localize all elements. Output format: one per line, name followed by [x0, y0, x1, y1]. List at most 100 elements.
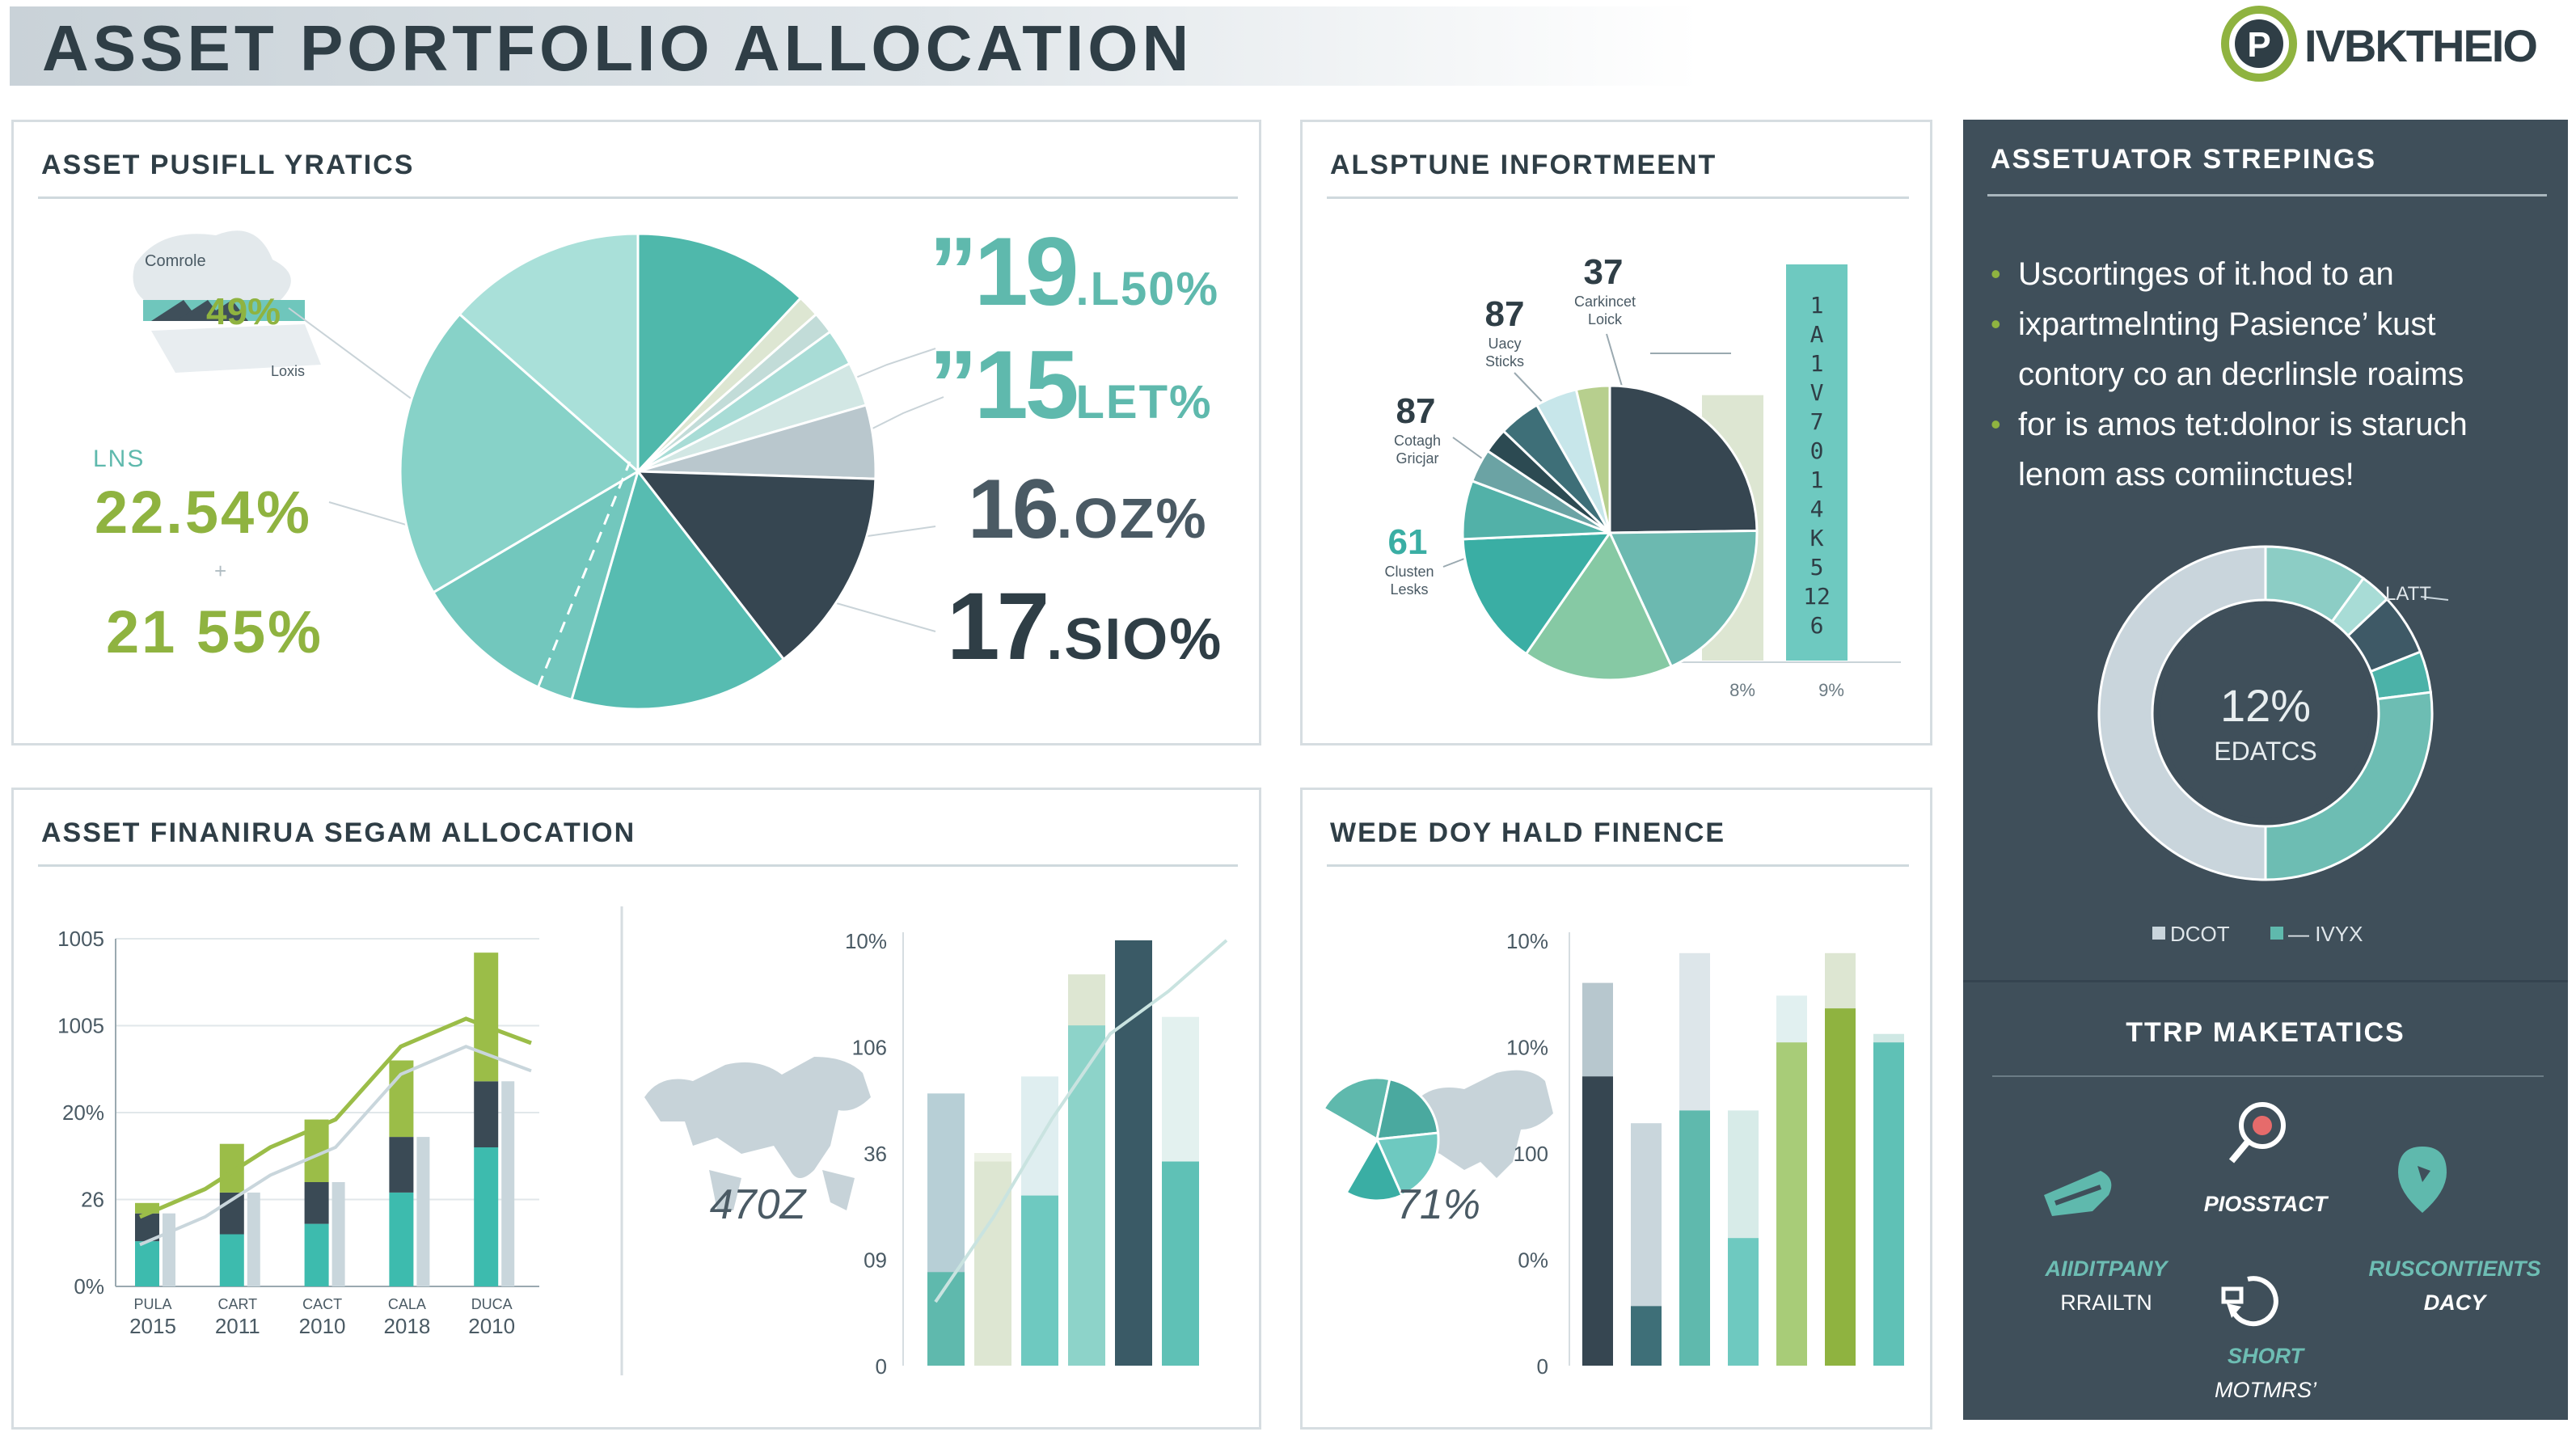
tactic-label: SHORT	[2227, 1344, 2304, 1368]
tactic-sublabel: DACY	[2423, 1290, 2486, 1315]
info-label-text: Loick	[1588, 311, 1623, 327]
finance-bar-chart: 10% 10% 100 0% 0	[1506, 929, 1904, 1379]
big-value-3: 16.OZ%	[968, 462, 1208, 558]
tactic-item[interactable]: PIOSSTACT	[2193, 1187, 2338, 1221]
bullet-item: Uscortinges of it.hod to an	[1991, 249, 2549, 299]
vertical-char: A	[1810, 321, 1824, 348]
vertical-char: V	[1810, 379, 1824, 406]
info-pie	[1461, 384, 1759, 682]
location-pin-icon	[2398, 1147, 2447, 1213]
refresh-hand-icon	[2221, 1276, 2278, 1327]
brand-logo[interactable]: P IVBKTHEIO	[2221, 3, 2570, 84]
pie-slice	[1608, 384, 1759, 534]
callout-top-label: Comrole	[145, 252, 206, 270]
pie-slice	[431, 468, 640, 702]
callout-small-label: Loxis	[271, 363, 305, 379]
tactic-item[interactable]: SHORT MOTMRS’	[2193, 1339, 2338, 1407]
legend-label: — IVYX	[2288, 922, 2363, 946]
panel-title: ASSETUATOR STREPINGS	[1991, 144, 2377, 175]
y-tick-label: 36	[864, 1142, 887, 1166]
panel-title: WEDE DOY HALD FINENCE	[1330, 817, 1726, 848]
finance-bar	[1582, 1076, 1613, 1366]
vertical-char: 12	[1803, 583, 1831, 610]
info-labels: 37 Carkincet Loick 87 Uacy Sticks 87 Cot…	[1384, 252, 1636, 598]
big-value-1: ”19.L50%	[929, 216, 1219, 327]
bullet-item: lenom ass comiinctues!	[2018, 457, 2354, 492]
vertical-char: 5	[1810, 554, 1824, 581]
legend-swatch	[2152, 927, 2165, 940]
pie-dash-line	[530, 461, 631, 705]
y-tick-label: 0	[876, 1354, 887, 1379]
big-value-2: ”15LET%	[929, 329, 1213, 441]
info-label-text: Cotagh	[1394, 433, 1441, 449]
information-panel: ALSPTUNE INFORTMEENT 37 Carkincet Loick …	[1300, 120, 1932, 745]
stacked-bar-chart: 1005 1005 20% 26 0% PULA 2015 CART 2011 CACT 2010 C…	[57, 927, 539, 1338]
info-x-label: 8%	[1729, 680, 1755, 700]
pie-slice	[1375, 1077, 1440, 1141]
tactic-item[interactable]: RUSCONTIENTS DACY	[2358, 1252, 2552, 1320]
pie-slice	[458, 232, 640, 475]
left-value-2: 21 55%	[106, 598, 323, 665]
big-value-4-suffix: .SIO%	[1046, 607, 1223, 672]
tall-trend-line	[934, 939, 1228, 1303]
tactic-item[interactable]: AIIDITPANY RRAILTN	[2005, 1252, 2207, 1320]
pie-slice	[570, 468, 786, 711]
legend-swatch	[2270, 927, 2283, 940]
ghost-bar	[332, 1182, 345, 1286]
x-tick-label: CALA	[388, 1296, 426, 1312]
info-x-label: 9%	[1818, 680, 1844, 700]
x-tick-label: DUCA	[471, 1296, 513, 1312]
trend-line-secondary	[139, 1045, 532, 1247]
bullet-item: contory co an decrlinsle roaims	[2018, 357, 2464, 392]
pie-slice	[636, 232, 803, 475]
pie-slice	[1314, 1106, 1379, 1194]
panel-title: ASSET FINANIRUA SEGAM ALLOCATION	[41, 817, 636, 848]
y-tick-label: 0%	[1518, 1248, 1548, 1273]
allocation-charts: 1005 1005 20% 26 0% PULA 2015 CART 2011 CACT 2010 C…	[57, 906, 1228, 1379]
info-chart: 37 Carkincet Loick 87 Uacy Sticks 87 Cot…	[1384, 252, 1901, 700]
left-value-1: 22.54%	[95, 479, 312, 546]
ghost-bar	[501, 1081, 515, 1286]
magnifier-icon	[2228, 1102, 2286, 1164]
page-title: ASSET PORTFOLIO ALLOCATION	[42, 12, 1193, 84]
tactic-label: RUSCONTIENTS	[2368, 1256, 2541, 1281]
pie-slice	[2264, 691, 2434, 881]
vertical-char: 7	[1810, 408, 1824, 435]
side-graphics: 12% EDATCS LATT DCOT — IVYX	[2044, 545, 2449, 1327]
panel-title: ASSET PUSIFLL YRATICS	[41, 150, 415, 180]
stacked-bar-segment	[389, 1192, 414, 1286]
side-subtitle: TTRP MAKETATICS	[2126, 1017, 2405, 1048]
x-tick-label: 2010	[468, 1314, 515, 1338]
finance-panel: WEDE DOY HALD FINENCE 71% 10% 10% 100 0% 0	[1300, 788, 1932, 1430]
big-value-2-suffix: LET%	[1075, 376, 1213, 429]
bullet-item: ixpartmelnting Pasience’ kust	[1991, 299, 2549, 349]
vertical-char: 1	[1810, 350, 1824, 377]
tactic-sublabel: MOTMRS’	[2215, 1378, 2316, 1402]
stacked-bar-segment	[304, 1223, 329, 1286]
finance-bar	[1776, 1042, 1807, 1366]
header-band	[10, 6, 1700, 86]
x-tick-label: 2010	[299, 1314, 346, 1338]
info-label-text: Lesks	[1390, 581, 1428, 598]
tall-bar-chart: 10% 106 36 09 0	[845, 929, 1228, 1379]
y-tick-label: 106	[852, 1036, 887, 1060]
vertical-char: 0	[1810, 437, 1824, 464]
panel-divider	[1327, 196, 1909, 199]
callout-value: 49%	[206, 290, 281, 332]
y-tick-label: 26	[81, 1188, 104, 1212]
stacked-bar-segment	[135, 1241, 159, 1286]
info-label-text: Carkincet	[1574, 294, 1636, 310]
brand-letter: P	[2247, 25, 2270, 65]
info-label-value: 87	[1485, 294, 1525, 334]
ghost-bar	[163, 1213, 175, 1286]
pie-slice	[1375, 1131, 1440, 1197]
finance-bar	[1631, 1306, 1662, 1366]
y-tick-label: 10%	[1506, 1036, 1548, 1060]
x-tick-label: CART	[217, 1296, 257, 1312]
stacked-bar-segment	[304, 1182, 329, 1224]
tactic-sublabel: RRAILTN	[2060, 1290, 2152, 1315]
vertical-char: 6	[1810, 612, 1824, 639]
big-value-3-main: 16	[968, 462, 1059, 556]
big-value-2-main: ”15	[929, 331, 1079, 439]
x-tick-label: PULA	[133, 1296, 171, 1312]
